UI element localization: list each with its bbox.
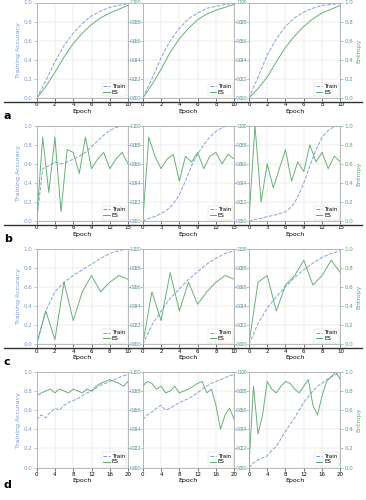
X-axis label: Epoch: Epoch <box>179 355 198 360</box>
X-axis label: Epoch: Epoch <box>285 232 304 237</box>
Y-axis label: Training Accuracy: Training Accuracy <box>16 146 21 202</box>
Legend: Train, ES: Train, ES <box>314 329 339 342</box>
Legend: Train, ES: Train, ES <box>208 206 232 220</box>
Legend: Train, ES: Train, ES <box>208 83 232 96</box>
Legend: Train, ES: Train, ES <box>102 206 126 220</box>
X-axis label: Epoch: Epoch <box>73 355 92 360</box>
Legend: Train, ES: Train, ES <box>314 83 339 96</box>
Legend: Train, ES: Train, ES <box>314 452 339 466</box>
Y-axis label: Entropy: Entropy <box>356 284 361 309</box>
Y-axis label: Entropy: Entropy <box>356 408 361 432</box>
Legend: Train, ES: Train, ES <box>208 452 232 466</box>
Text: d: d <box>4 480 12 490</box>
X-axis label: Epoch: Epoch <box>179 478 198 483</box>
X-axis label: Epoch: Epoch <box>179 232 198 237</box>
Legend: Train, ES: Train, ES <box>102 452 126 466</box>
Y-axis label: Training Accuracy: Training Accuracy <box>16 268 21 324</box>
X-axis label: Epoch: Epoch <box>73 478 92 483</box>
Y-axis label: Entropy: Entropy <box>356 161 361 186</box>
X-axis label: Epoch: Epoch <box>285 355 304 360</box>
Text: a: a <box>4 110 11 120</box>
Legend: Train, ES: Train, ES <box>102 329 126 342</box>
X-axis label: Epoch: Epoch <box>179 108 198 114</box>
X-axis label: Epoch: Epoch <box>285 108 304 114</box>
X-axis label: Epoch: Epoch <box>285 478 304 483</box>
Text: b: b <box>4 234 12 244</box>
Legend: Train, ES: Train, ES <box>102 83 126 96</box>
Y-axis label: Training Accuracy: Training Accuracy <box>16 22 21 78</box>
Y-axis label: Training Accuracy: Training Accuracy <box>16 392 21 448</box>
X-axis label: Epoch: Epoch <box>73 108 92 114</box>
Text: c: c <box>4 357 10 367</box>
Legend: Train, ES: Train, ES <box>208 329 232 342</box>
Y-axis label: Entropy: Entropy <box>356 38 361 62</box>
X-axis label: Epoch: Epoch <box>73 232 92 237</box>
Legend: Train, ES: Train, ES <box>314 206 339 220</box>
